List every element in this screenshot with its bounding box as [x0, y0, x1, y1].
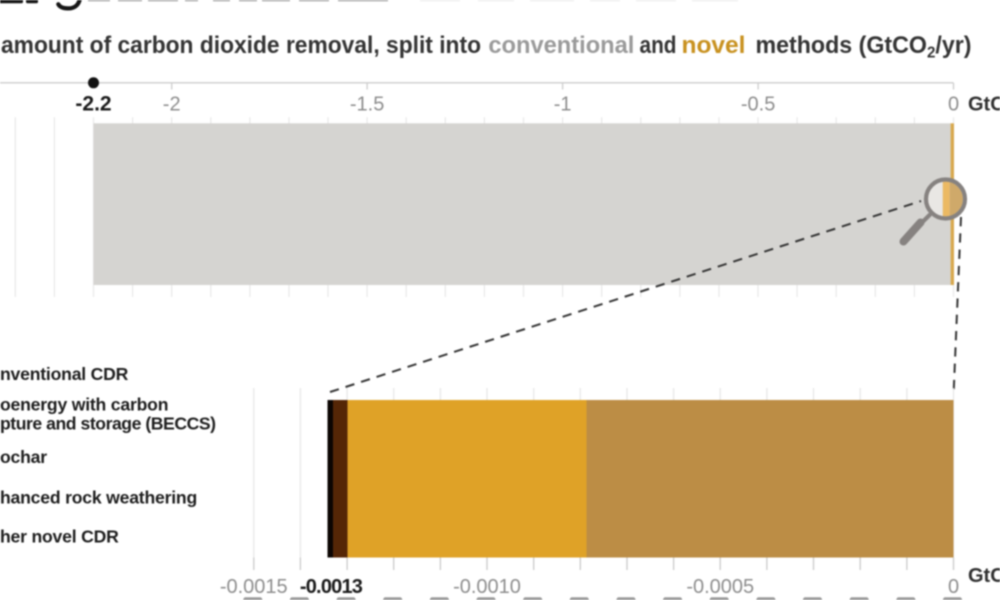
svg-text:-2: -2: [163, 94, 181, 116]
svg-text:-2.2: -2.2: [75, 93, 111, 116]
svg-text:-1.5: -1.5: [350, 94, 384, 116]
svg-text:and: and: [640, 32, 677, 59]
svg-text:her novel CDR: her novel CDR: [0, 527, 119, 547]
svg-text:methods (GtCO2/yr): methods (GtCO2/yr): [756, 32, 972, 62]
svg-text:hanced rock weathering: hanced rock weathering: [0, 488, 197, 508]
svg-text:conventional: conventional: [488, 32, 634, 59]
svg-text:-0.0013: -0.0013: [300, 576, 363, 598]
svg-text:GtCO2/yr: GtCO2/yr: [968, 565, 1000, 589]
svg-text:nventional CDR: nventional CDR: [0, 364, 129, 384]
svg-text:-0.0005: -0.0005: [686, 576, 754, 598]
svg-text:-0.0010: -0.0010: [453, 576, 521, 598]
svg-text:ochar: ochar: [0, 447, 47, 467]
svg-text:0: 0: [948, 576, 959, 598]
svg-text:oenergy with carbon: oenergy with carbon: [0, 395, 168, 415]
svg-text:novel: novel: [682, 32, 746, 59]
svg-text:-0.5: -0.5: [741, 94, 775, 116]
svg-text:-0.0015: -0.0015: [220, 576, 288, 598]
svg-text:GtCO2/yr: GtCO2/yr: [968, 94, 1000, 118]
svg-text:0: 0: [948, 94, 959, 116]
svg-text:amount of carbon dioxide remov: amount of carbon dioxide removal, split …: [1, 32, 481, 59]
svg-text:pture and storage (BECCS): pture and storage (BECCS): [0, 414, 216, 434]
svg-text:-1: -1: [554, 94, 572, 116]
